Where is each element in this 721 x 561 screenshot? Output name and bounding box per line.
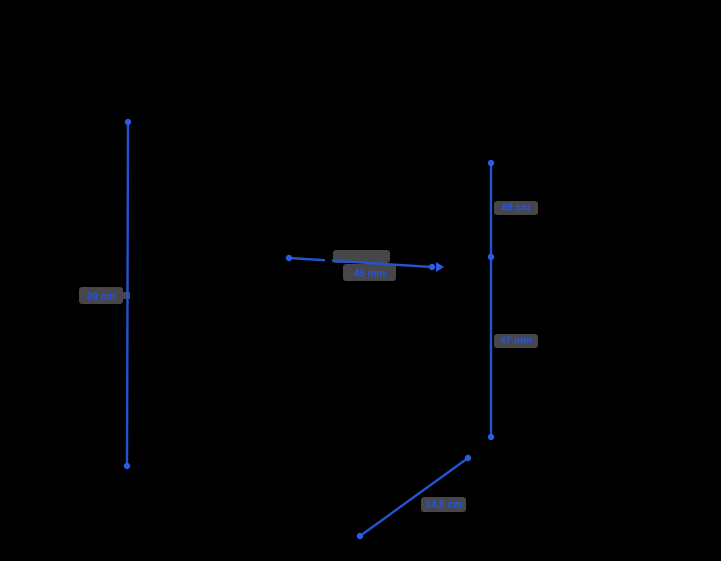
measurement-label-14-5cm-chip xyxy=(421,497,466,512)
segment-right-vertical-handle-2[interactable] xyxy=(487,433,495,441)
dragged-label-chip[interactable] xyxy=(333,250,390,263)
measurement-label-45mm-chip xyxy=(343,264,396,281)
measurement-label-14-5cm: 14,5 cm xyxy=(425,500,462,511)
segment-diagonal-handle-1[interactable] xyxy=(464,454,472,462)
segment-middle-horizontal[interactable] xyxy=(288,256,433,269)
measurement-label-45mm: 45 mm xyxy=(354,269,386,280)
cursor-arrowhead-icon xyxy=(436,262,444,272)
mouse-cursor xyxy=(325,246,332,277)
segment-left-vertical-handle-1[interactable] xyxy=(123,462,131,470)
measurement-label-68cm-chip xyxy=(494,201,538,215)
measurement-label-99cm-connector xyxy=(118,292,130,299)
segment-diagonal-handle-0[interactable] xyxy=(356,532,364,540)
segment-diagonal[interactable] xyxy=(359,457,469,537)
segment-left-vertical-handle-0[interactable] xyxy=(124,118,132,126)
measurement-label-68cm: 68 cm xyxy=(502,203,530,214)
segment-middle-horizontal-handle-0[interactable] xyxy=(285,254,293,262)
segment-left-vertical[interactable] xyxy=(125,121,130,467)
measurement-label-99cm: 99 cm xyxy=(87,292,115,303)
segment-middle-horizontal-handle-1[interactable] xyxy=(428,263,436,271)
segment-right-vertical-handle-1[interactable] xyxy=(487,253,495,261)
measurement-label-47mm: 47 mm xyxy=(500,336,532,347)
measurement-label-47mm-chip xyxy=(494,334,538,348)
segment-right-vertical-handle-0[interactable] xyxy=(487,159,495,167)
measurement-label-99cm-chip xyxy=(79,287,123,304)
